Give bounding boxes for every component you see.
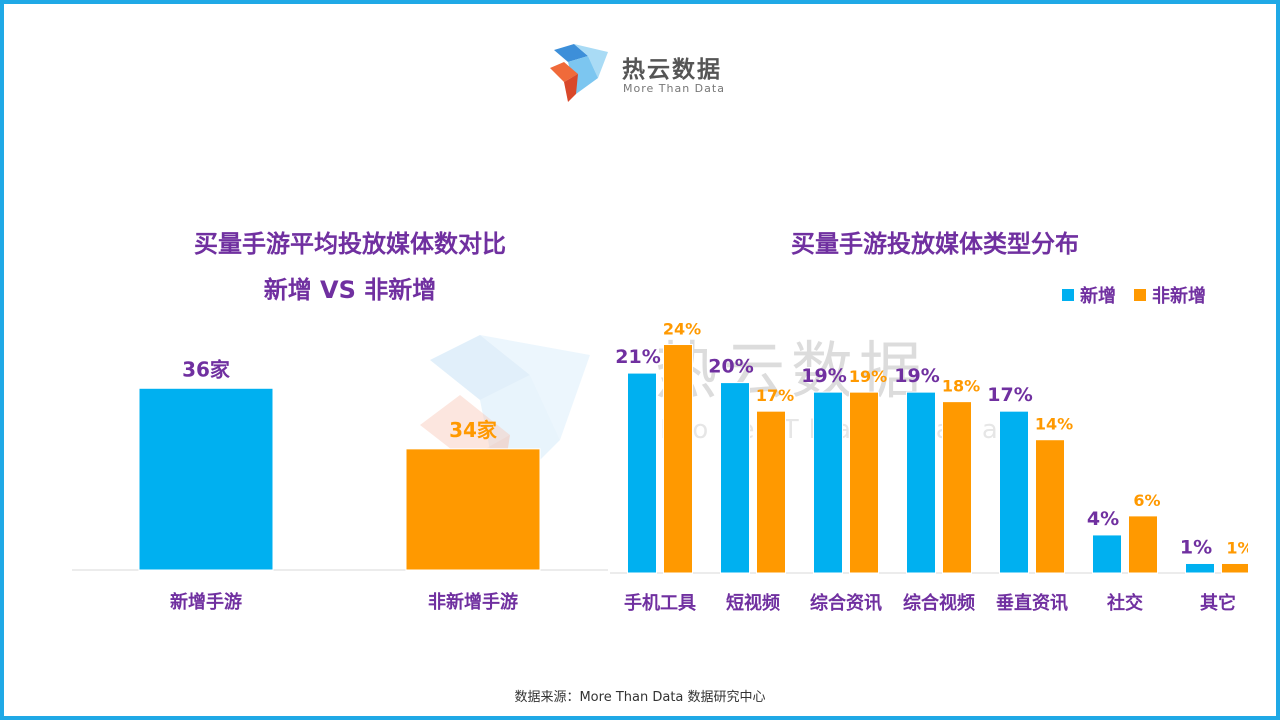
bar-新增-1 <box>720 382 750 574</box>
bar-新增-4 <box>999 410 1029 574</box>
category-label-1: 非新增手游 <box>428 591 518 613</box>
bar-新增-0 <box>627 372 657 574</box>
bar-value-label-新增-3: 19% <box>894 365 939 387</box>
bar-value-label-非新增-3: 18% <box>942 377 980 396</box>
logo-subtitle: More Than Data <box>623 82 725 95</box>
category-label-0: 新增手游 <box>170 591 242 613</box>
bar-新增-2 <box>813 391 843 574</box>
bar-非新增-6 <box>1221 562 1248 574</box>
logo-title: 热云数据 <box>622 57 722 83</box>
category-label-1: 短视频 <box>726 592 780 614</box>
bar-value-label-新增-1: 20% <box>708 356 753 378</box>
bar-value-label-0: 36家 <box>182 357 231 381</box>
legend-label-new: 新增 <box>1080 286 1116 307</box>
bar-新增-5 <box>1092 534 1122 574</box>
bar-新增-3 <box>906 391 936 574</box>
left-chart-title-line1: 买量手游平均投放媒体数对比 <box>194 230 506 258</box>
bar-新增-6 <box>1185 562 1215 574</box>
bar-非新增-3 <box>942 401 972 574</box>
bar-value-label-1: 34家 <box>449 418 498 442</box>
category-label-2: 综合资讯 <box>810 592 882 614</box>
bar-0 <box>138 387 274 571</box>
category-label-6: 其它 <box>1200 592 1236 614</box>
bar-value-label-非新增-1: 17% <box>756 386 794 405</box>
bar-非新增-2 <box>849 391 879 574</box>
bar-非新增-5 <box>1128 515 1158 574</box>
data-source-footer: 数据来源：More Than Data 数据研究中心 <box>514 690 766 705</box>
logo-icon <box>550 44 608 102</box>
bar-value-label-非新增-6: 1% <box>1226 538 1248 557</box>
category-label-0: 手机工具 <box>624 592 696 614</box>
bar-1 <box>405 448 541 571</box>
right-chart-title: 买量手游投放媒体类型分布 <box>791 230 1079 258</box>
bar-value-label-非新增-2: 19% <box>849 367 887 386</box>
bar-value-label-新增-4: 17% <box>987 384 1032 406</box>
category-label-5: 社交 <box>1107 592 1143 614</box>
bar-非新增-0 <box>663 344 693 574</box>
left-chart-title-line2: 新增 VS 非新增 <box>263 276 437 304</box>
bar-value-label-非新增-5: 6% <box>1133 491 1160 510</box>
category-label-3: 综合视频 <box>903 592 975 614</box>
legend-item-non-new: 非新增 <box>1134 282 1206 308</box>
bar-value-label-非新增-0: 24% <box>663 320 701 339</box>
bar-value-label-新增-5: 4% <box>1087 508 1119 530</box>
legend-swatch-non-new <box>1134 289 1146 301</box>
legend: 新增 非新增 <box>1062 282 1216 308</box>
legend-item-new: 新增 <box>1062 282 1116 308</box>
bar-非新增-4 <box>1035 439 1065 574</box>
legend-swatch-new <box>1062 289 1074 301</box>
bar-value-label-新增-0: 21% <box>615 346 660 368</box>
category-label-4: 垂直资讯 <box>996 592 1068 614</box>
bar-非新增-1 <box>756 410 786 574</box>
legend-label-non-new: 非新增 <box>1152 286 1206 307</box>
bar-value-label-新增-2: 19% <box>801 365 846 387</box>
bar-value-label-新增-6: 1% <box>1180 536 1212 558</box>
bar-value-label-非新增-4: 14% <box>1035 415 1073 434</box>
